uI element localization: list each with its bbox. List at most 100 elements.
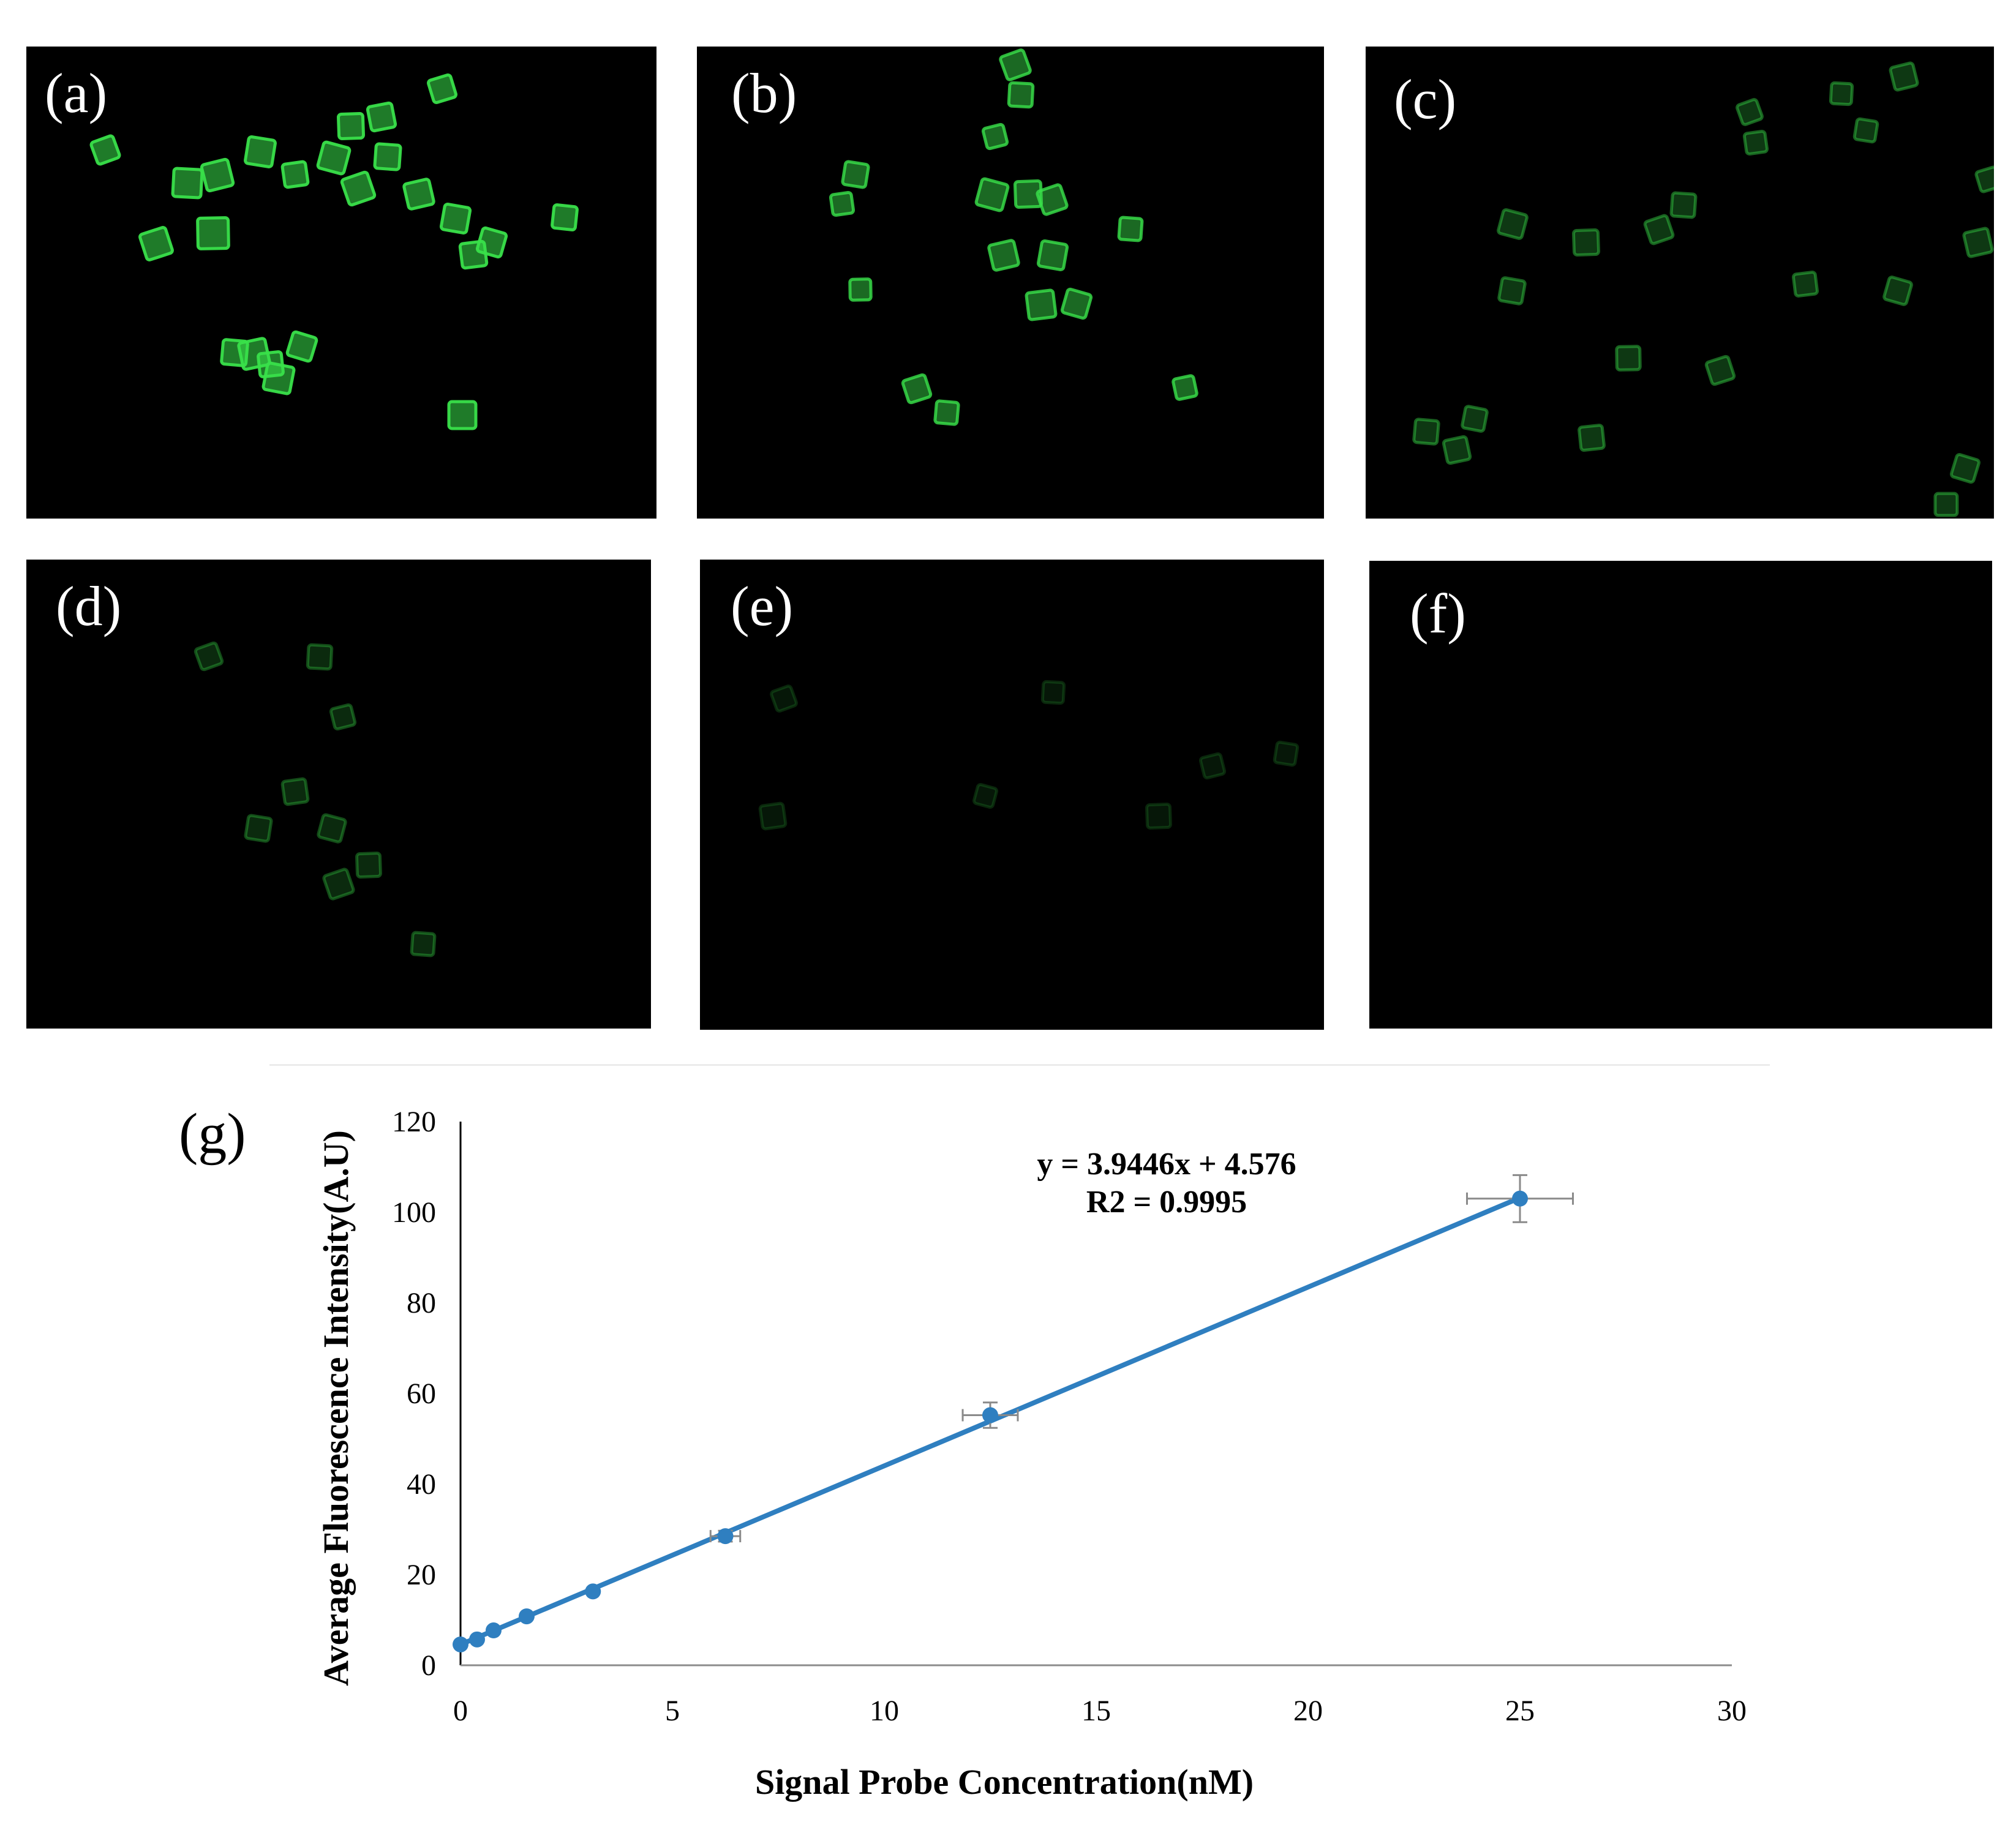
- data-point-3: [518, 1608, 535, 1625]
- x-tick-label-2: 10: [870, 1695, 899, 1727]
- data-point-0: [453, 1636, 468, 1652]
- micrograph-panel-f: (f): [1369, 561, 1992, 1029]
- cell-a-1: [171, 167, 204, 200]
- cell-a-18: [257, 350, 285, 378]
- cell-a-3: [244, 135, 277, 168]
- cell-c-9: [1962, 227, 1994, 258]
- cell-e-1: [1040, 680, 1066, 705]
- cell-c-5: [1497, 208, 1529, 240]
- cell-c-14: [1704, 354, 1736, 386]
- cell-c-4: [1742, 129, 1769, 156]
- cell-b-11: [1025, 288, 1058, 321]
- cell-b-4: [829, 190, 856, 217]
- cell-c-12: [1882, 276, 1913, 306]
- cell-d-3: [244, 814, 273, 843]
- cell-a-13: [196, 216, 230, 250]
- y-tick-label-2: 40: [407, 1468, 436, 1501]
- micrograph-panel-a: (a): [26, 47, 656, 519]
- x-tick-label-1: 5: [665, 1695, 680, 1727]
- x-tick-label-0: 0: [453, 1695, 468, 1727]
- cell-a-9: [402, 178, 435, 211]
- cell-a-14: [138, 226, 174, 261]
- cell-c-18: [1578, 424, 1606, 452]
- cell-a-21: [427, 73, 457, 104]
- cell-c-19: [1950, 453, 1980, 484]
- cell-d-6: [355, 852, 382, 879]
- cell-c-21: [1974, 165, 1994, 193]
- cell-b-14: [901, 373, 933, 405]
- r2-annotation: R2 = 0.9995: [1086, 1185, 1247, 1220]
- y-axis-label: Average Fluorescence Intensity(A.U): [316, 1130, 356, 1686]
- cell-d-0: [194, 641, 224, 672]
- cell-b-0: [999, 48, 1032, 81]
- cell-d-2: [329, 703, 357, 731]
- panel-label-e: (e): [731, 575, 794, 637]
- cell-b-1: [1007, 81, 1035, 109]
- cell-c-13: [1615, 345, 1642, 372]
- cell-b-10: [1036, 239, 1069, 272]
- cell-e-0: [770, 684, 798, 713]
- data-point-2: [485, 1622, 502, 1639]
- micrograph-panel-c: (c): [1366, 47, 1994, 519]
- panel-label-a: (a): [45, 62, 108, 124]
- cell-c-6: [1571, 228, 1601, 257]
- y-tick-label-1: 20: [407, 1559, 436, 1591]
- cell-a-4: [280, 160, 310, 189]
- cells-b: [829, 48, 1198, 426]
- cell-a-2: [200, 157, 235, 193]
- cell-a-12: [475, 226, 508, 259]
- cell-a-0: [89, 134, 121, 166]
- micrograph-panel-e: (e): [700, 560, 1324, 1030]
- cell-a-20: [447, 400, 478, 430]
- cells-d: [194, 641, 437, 958]
- cell-b-15: [933, 399, 960, 426]
- x-tick-label-5: 25: [1505, 1695, 1535, 1727]
- x-tick-label-4: 20: [1293, 1695, 1323, 1727]
- cell-b-7: [1036, 183, 1069, 216]
- cell-c-16: [1442, 435, 1472, 465]
- cell-b-3: [841, 160, 870, 189]
- cell-b-16: [1172, 374, 1198, 401]
- cell-b-8: [1117, 216, 1144, 242]
- x-tick-label-6: 30: [1717, 1695, 1747, 1727]
- cell-c-10: [1497, 276, 1527, 306]
- cell-a-7: [340, 170, 377, 207]
- y-tick-label-4: 80: [407, 1287, 436, 1319]
- data-point-6: [982, 1407, 998, 1423]
- y-tick-label-3: 60: [407, 1378, 436, 1410]
- cell-e-2: [1198, 752, 1227, 780]
- data-point-7: [1512, 1190, 1528, 1207]
- panel-label-c: (c): [1394, 68, 1457, 130]
- cell-c-7: [1643, 214, 1675, 246]
- cell-c-2: [1889, 61, 1919, 92]
- cell-a-10: [439, 202, 472, 235]
- cell-a-6: [336, 111, 366, 141]
- cell-c-3: [1852, 117, 1879, 144]
- calibration-chart: 0 20 40 60 80 100 120 0 5 10 15 20 25 30 y = 3.9446x…: [316, 1106, 1747, 1802]
- cells-c: [1412, 61, 1994, 517]
- cell-c-15: [1412, 418, 1440, 446]
- x-axis-label: Signal Probe Concentration(nM): [755, 1762, 1254, 1802]
- panel-label-f: (f): [1410, 582, 1466, 645]
- cell-b-12: [1060, 287, 1093, 320]
- cell-e-4: [758, 801, 788, 831]
- panel-label-d: (d): [56, 575, 122, 637]
- panel-label-b: (b): [731, 62, 797, 124]
- y-tick-label-5: 100: [392, 1196, 436, 1229]
- cell-a-23: [366, 101, 397, 133]
- data-point-5: [717, 1528, 734, 1545]
- data-point-1: [468, 1631, 485, 1648]
- micrograph-panel-b: (b): [697, 47, 1324, 519]
- cells-a: [89, 73, 579, 430]
- cell-d-8: [410, 931, 437, 958]
- cell-b-2: [981, 122, 1009, 151]
- y-tick-labels: 0 20 40 60 80 100 120: [392, 1106, 436, 1682]
- separator-line: [269, 1064, 1770, 1066]
- cell-a-8: [373, 142, 402, 171]
- cell-c-20: [1933, 492, 1959, 517]
- cell-b-6: [1013, 179, 1044, 209]
- x-tick-labels: 0 5 10 15 20 25 30: [453, 1695, 1747, 1727]
- cell-c-11: [1792, 271, 1819, 298]
- cell-b-13: [848, 277, 873, 302]
- data-point-4: [585, 1583, 601, 1600]
